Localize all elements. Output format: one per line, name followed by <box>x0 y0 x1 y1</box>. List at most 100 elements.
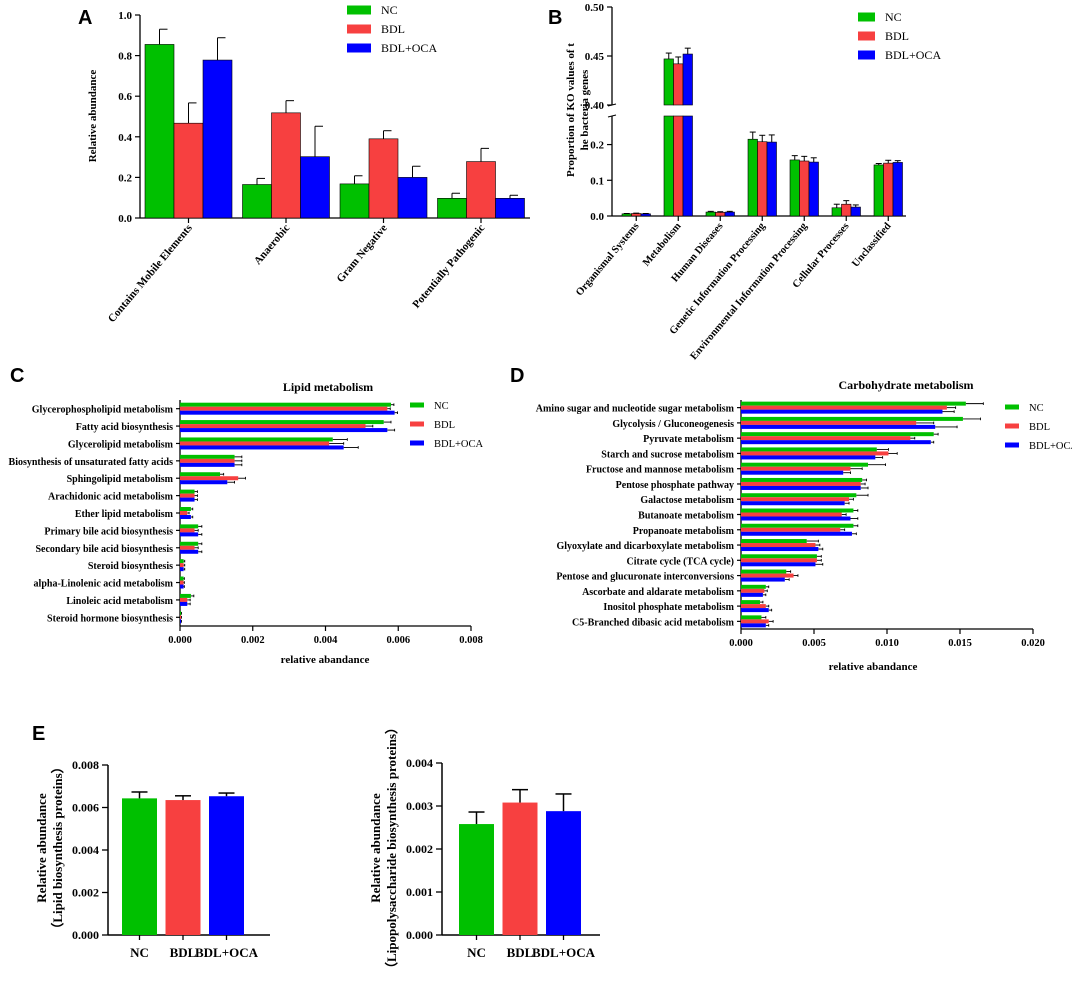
d-y-tick-label: Fructose and mannose metabolism <box>586 465 735 476</box>
a-y-axis-label: Relative abundance <box>87 70 99 163</box>
d-x-tick-label: 0.015 <box>948 638 972 649</box>
a-bar-nc <box>437 198 467 219</box>
d-bar-bdl <box>741 420 917 425</box>
d-y-tick-label: Citrate cycle (TCA cycle) <box>627 556 734 567</box>
d-bar-nc <box>741 584 766 589</box>
e2-x-tick-label: BDL+OCA <box>532 945 596 960</box>
c-y-tick-label: Linoleic acid metabolism <box>66 596 173 607</box>
d-bar-bdl <box>741 466 851 471</box>
b-x-tick-label: Unclassified <box>850 221 893 270</box>
d-bar-bdloca <box>741 455 876 460</box>
d-bar-bdl <box>741 436 911 441</box>
b-bar-bdl <box>673 115 684 217</box>
c-bar-bdloca <box>180 480 228 485</box>
panel-label-b: B <box>548 7 562 29</box>
d-bar-bdloca <box>741 608 769 613</box>
a-y-tick-label: 0.8 <box>118 51 132 63</box>
c-title: Lipid metabolism <box>283 380 373 394</box>
c-bar-bdloca <box>180 515 191 519</box>
d-legend-label-2: BDL+OCA <box>1029 441 1072 452</box>
chart-layer: 0.0 0.2 0.4 0.6 0.8 1.0 Relative abundance Cont… <box>9 2 1072 975</box>
c-bar-bdl <box>180 493 195 498</box>
panel-label-e: E <box>32 723 45 745</box>
d-bar-bdloca <box>741 516 851 521</box>
b-bar-nc <box>621 213 632 217</box>
d-y-tick-label: Starch and sucrose metabolism <box>601 449 734 460</box>
b-bar-nc <box>831 207 842 217</box>
c-bar-bdloca <box>180 584 184 589</box>
c-bar-nc <box>180 507 191 511</box>
e2-y-tick-label: 0.004 <box>406 756 433 770</box>
c-y-tick-label: Sphingolipid metabolism <box>67 474 174 485</box>
e1-bar-nc <box>122 798 157 935</box>
d-bar-bdloca <box>741 562 816 567</box>
c-bar-bdl <box>180 476 239 481</box>
c-bar-nc <box>180 489 195 494</box>
c-x-axis-label: relative abandance <box>281 654 370 666</box>
e1-y-tick-label: 0.002 <box>72 886 99 900</box>
c-bar-nc <box>180 611 182 616</box>
b-break-mark <box>607 114 617 118</box>
a-x-tick-label: Gram Negative <box>334 222 389 285</box>
a-bar-bdl <box>466 161 496 219</box>
c-y-tick-label: Glycerophospholipid metabolism <box>32 405 174 416</box>
a-bar-bdl <box>271 112 301 219</box>
d-bar-nc <box>741 477 863 482</box>
panel-label-d: D <box>510 365 524 387</box>
d-legend-swatch-2 <box>1005 442 1019 448</box>
d-bar-bdloca <box>741 440 931 445</box>
c-legend-label-1: BDL <box>434 420 455 431</box>
d-bar-nc <box>741 462 869 467</box>
c-x-tick-label: 0.008 <box>459 635 483 646</box>
b-legend-swatch-0 <box>858 12 875 22</box>
d-bar-bdl <box>741 527 841 532</box>
a-y-tick-label: 1.0 <box>118 10 132 22</box>
e1-y-axis-label-line2: （Lipid biosynthesis proteins） <box>50 760 65 935</box>
d-bar-bdl <box>741 405 947 410</box>
b-bar-bdloca <box>850 206 861 217</box>
b-legend-swatch-1 <box>858 31 875 41</box>
a-x-tick-label: Potentially Pathogenic <box>410 222 487 311</box>
c-bar-bdl <box>180 563 184 568</box>
d-bar-bdloca <box>741 470 844 475</box>
b-legend-swatch-2 <box>858 50 875 60</box>
a-bar-bdl <box>173 122 204 219</box>
c-bar-bdloca <box>180 532 199 537</box>
c-y-tick-label: Steroid biosynthesis <box>88 561 173 572</box>
c-bar-bdloca <box>180 549 199 554</box>
c-bar-bdloca <box>180 497 195 502</box>
c-legend-swatch-1 <box>410 421 424 427</box>
d-y-tick-label: Pentose phosphate pathway <box>616 480 734 491</box>
b-bar-bdloca <box>808 161 819 217</box>
b-legend-label-1: BDL <box>885 29 909 43</box>
e2-x-tick-label: NC <box>467 945 486 960</box>
e1-y-tick-label: 0.000 <box>72 928 99 942</box>
d-bar-bdloca <box>741 623 766 628</box>
c-y-tick-label: Steroid hormone biosynthesis <box>47 613 173 624</box>
b-bar-bdl <box>841 203 852 217</box>
d-bar-bdl <box>741 451 889 456</box>
d-bar-bdl <box>741 619 769 624</box>
d-bar-nc <box>741 569 787 574</box>
a-bar-nc <box>339 183 370 219</box>
d-legend-label-1: BDL <box>1029 422 1050 433</box>
a-bar-bdl <box>368 138 399 219</box>
c-bar-bdl <box>180 441 330 446</box>
c-legend-label-2: BDL+OCA <box>434 439 484 450</box>
d-x-tick-label: 0.010 <box>875 638 899 649</box>
c-y-tick-label: Ether lipid metabolism <box>75 509 174 520</box>
a-bar-bdloca <box>202 59 233 219</box>
d-bar-bdloca <box>741 592 763 597</box>
c-bar-nc <box>180 593 191 598</box>
d-bar-bdl <box>741 497 850 502</box>
e1-bar-bdloca <box>209 796 244 935</box>
c-bar-bdl <box>180 406 388 411</box>
b-bar-bdloca <box>766 141 777 217</box>
a-x-tick-label: Contains Mobile Elements <box>106 222 195 325</box>
e2-y-tick-label: 0.003 <box>406 799 433 813</box>
a-y-tick-label: 0.4 <box>118 132 132 144</box>
d-y-tick-label: Amino sugar and nucleotide sugar metabol… <box>536 404 735 415</box>
e2-bar-nc <box>459 824 494 935</box>
b-bar-bdl <box>757 141 768 217</box>
d-y-tick-label: C5-Branched dibasic acid metabolism <box>572 617 735 628</box>
